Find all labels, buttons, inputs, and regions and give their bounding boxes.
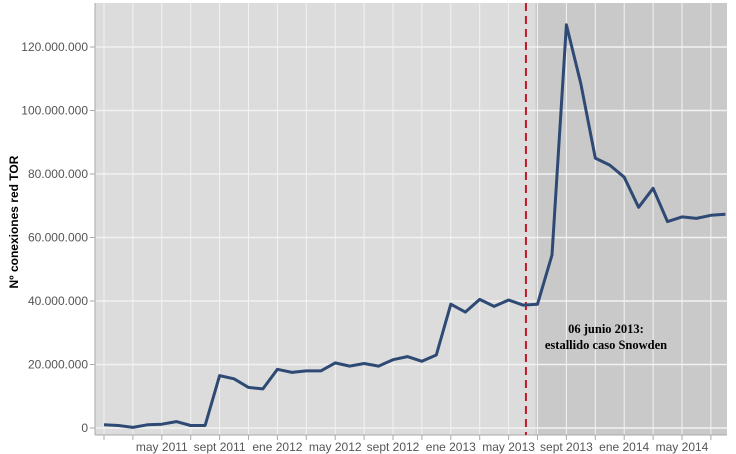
y-tick-label: 120.000.000 xyxy=(21,40,88,54)
y-tick-label: 100.000.000 xyxy=(21,104,88,118)
x-tick-label: may 2011 xyxy=(136,440,188,454)
y-tick-label: 0 xyxy=(81,421,88,435)
y-tick-label: 60.000.000 xyxy=(28,231,88,245)
x-tick-label: may 2014 xyxy=(656,440,709,454)
y-tick-label: 40.000.000 xyxy=(28,294,88,308)
x-tick-label: sept 2012 xyxy=(367,440,420,454)
x-tick-label: ene 2014 xyxy=(599,440,649,454)
x-tick-label: ene 2013 xyxy=(426,440,476,454)
grid-lines xyxy=(95,3,727,435)
x-tick-label: may 2013 xyxy=(482,440,535,454)
x-tick-label: ene 2012 xyxy=(252,440,302,454)
x-tick-label: sept 2011 xyxy=(194,440,246,454)
axes: 0 20.000.000 40.000.000 60.000.000 80.000.00… xyxy=(21,3,727,454)
y-tick-label: 20.000.000 xyxy=(28,358,88,372)
annotation-line-2: estallido caso Snowden xyxy=(545,338,667,352)
y-axis-label: Nº conexiones red TOR xyxy=(7,155,21,288)
series-line xyxy=(103,23,726,429)
y-tick-label: 80.000.000 xyxy=(28,167,88,181)
x-tick-label: may 2012 xyxy=(309,440,362,454)
x-tick-label: sept 2013 xyxy=(540,440,593,454)
annotation-line-1: 06 junio 2013: xyxy=(568,322,644,336)
